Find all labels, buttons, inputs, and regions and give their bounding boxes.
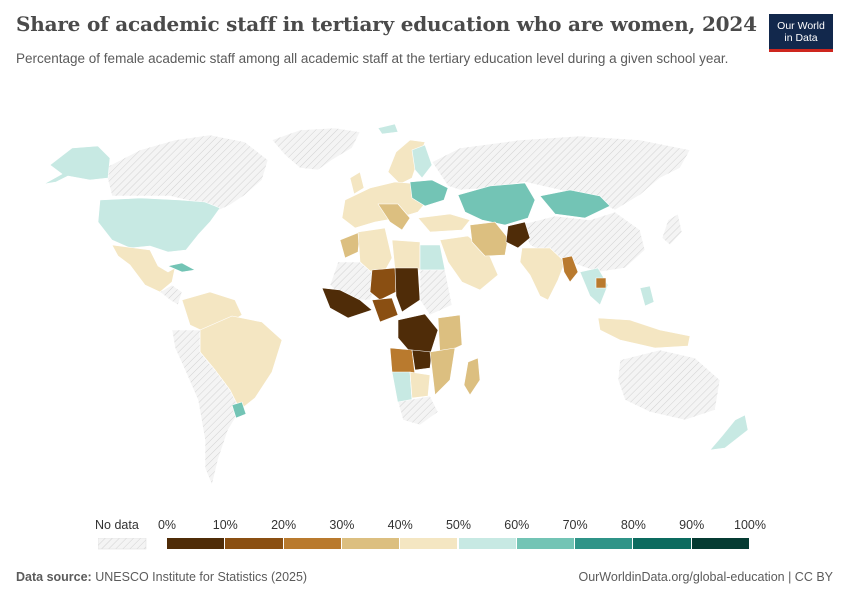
country-sudan[interactable] — [419, 269, 453, 316]
country-balkans[interactable] — [377, 203, 411, 231]
country-afghanistan[interactable] — [505, 221, 531, 249]
country-east-africa[interactable] — [437, 314, 463, 356]
country-ukraine[interactable] — [409, 179, 449, 207]
chart-title: Share of academic staff in tertiary educ… — [16, 12, 757, 36]
legend-bin-70-80%[interactable] — [575, 538, 634, 549]
legend-tick-label: 90% — [679, 518, 705, 532]
legend-no-data-swatch[interactable] — [98, 538, 148, 552]
country-zambia[interactable] — [411, 349, 433, 371]
country-south-africa[interactable] — [397, 395, 439, 426]
data-source: Data source: UNESCO Institute for Statis… — [16, 570, 307, 584]
country-niger[interactable] — [369, 267, 401, 301]
legend-bin-30-40%[interactable] — [341, 538, 401, 549]
legend-tick-label: 60% — [504, 518, 530, 532]
legend-bin-60-70%[interactable] — [516, 538, 576, 549]
country-dr-congo[interactable] — [397, 313, 439, 356]
legend-tick-label: 20% — [271, 518, 297, 532]
legend-bin-80-90%[interactable] — [633, 538, 692, 549]
country-kazakhstan[interactable] — [457, 182, 536, 226]
legend-bin-0-10%[interactable] — [167, 538, 226, 549]
country-chad[interactable] — [394, 267, 421, 313]
country-united-states[interactable] — [97, 197, 221, 253]
map-legend: No data 0% 10% 20% 30% 40% 50% 60% 70% 80% 90% 100… — [95, 518, 775, 558]
country-morocco[interactable] — [339, 231, 361, 259]
footer-url[interactable]: OurWorldinData.org/global-education | CC… — [578, 570, 833, 584]
country-nigeria[interactable] — [371, 297, 399, 323]
country-iran[interactable] — [469, 221, 509, 257]
country-canada[interactable] — [104, 134, 269, 213]
chart-subtitle: Percentage of female academic staff amon… — [16, 51, 729, 66]
country-australia[interactable] — [617, 349, 721, 421]
country-angola[interactable] — [389, 347, 416, 376]
country-iceland[interactable] — [377, 123, 399, 135]
legend-tick-label: 80% — [620, 518, 646, 532]
country-libya[interactable] — [391, 239, 421, 271]
country-turkey[interactable] — [417, 213, 471, 233]
country-botswana[interactable] — [409, 371, 431, 399]
legend-no-data-label: No data — [95, 518, 139, 532]
world-map-svg — [43, 123, 749, 486]
country-greenland[interactable] — [271, 127, 361, 171]
legend-tick-label: 0% — [157, 518, 177, 532]
owid-logo[interactable]: Our World in Data — [769, 14, 833, 52]
logo-line-1: Our World — [777, 20, 825, 32]
logo-line-2: in Data — [784, 32, 818, 44]
legend-bin-40-50%[interactable] — [400, 538, 459, 549]
country-southeast-asia[interactable] — [579, 267, 609, 306]
country-philippines[interactable] — [639, 285, 655, 307]
world-map[interactable] — [0, 100, 850, 505]
country-myanmar[interactable] — [561, 255, 579, 283]
legend-bin-20-30%[interactable] — [283, 538, 342, 549]
legend-tick-label: 50% — [445, 518, 472, 532]
legend-bin-50-60%[interactable] — [458, 538, 517, 549]
data-source-text[interactable]: UNESCO Institute for Statistics (2025) — [95, 570, 308, 584]
legend-tick-label: 40% — [387, 518, 413, 532]
country-egypt[interactable] — [419, 244, 446, 271]
legend-bin-10-20%[interactable] — [225, 538, 284, 549]
country-mozambique[interactable] — [429, 347, 456, 396]
country-india[interactable] — [519, 247, 566, 301]
data-source-label: Data source: — [16, 570, 92, 584]
country-mali[interactable] — [329, 261, 381, 301]
legend-bin-90-100%[interactable] — [691, 538, 750, 549]
country-uruguay[interactable] — [231, 401, 247, 419]
legend-tick-label: 10% — [212, 518, 238, 532]
country-cuba[interactable] — [167, 262, 196, 273]
legend-tick-label: 100% — [734, 518, 766, 532]
country-japan[interactable] — [661, 213, 683, 246]
legend-tick-label: 30% — [329, 518, 355, 532]
country-indonesia[interactable] — [597, 317, 691, 349]
country-uk[interactable] — [349, 171, 365, 195]
country-namibia[interactable] — [391, 371, 413, 405]
country-alaska[interactable] — [43, 145, 111, 185]
legend-tick-label: 70% — [562, 518, 588, 532]
country-finland[interactable] — [411, 144, 433, 179]
country-mexico[interactable] — [111, 244, 176, 293]
country-new-zealand[interactable] — [709, 414, 749, 451]
country-southern-cone[interactable] — [171, 329, 241, 486]
country-cambodia[interactable] — [595, 277, 607, 289]
country-madagascar[interactable] — [463, 357, 481, 396]
country-west-africa[interactable] — [321, 287, 373, 319]
country-mongolia[interactable] — [539, 189, 611, 219]
country-central-america[interactable] — [159, 284, 183, 306]
